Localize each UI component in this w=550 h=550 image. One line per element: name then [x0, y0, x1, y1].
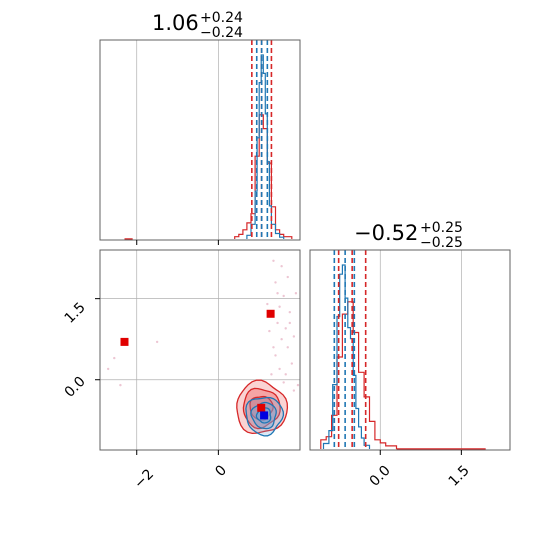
- scatter-point: [286, 346, 289, 349]
- scatter-point: [106, 367, 110, 371]
- panel-1-title-main: 1.06: [152, 11, 199, 35]
- scatter-point: [278, 367, 281, 371]
- panel-2-title-minus: −0.25: [420, 235, 463, 251]
- scatter-point: [280, 265, 283, 268]
- histogram-blue: [246, 54, 285, 239]
- scatter-point: [272, 259, 275, 263]
- marker-red-square: [120, 337, 129, 346]
- scatter-point: [284, 327, 287, 330]
- scatter-point: [155, 340, 159, 344]
- scatter-point: [276, 321, 279, 325]
- scatter-point: [290, 362, 294, 365]
- scatter-point: [282, 294, 285, 298]
- x-tick-label: 0: [212, 462, 230, 480]
- marker-blue-square: [260, 411, 269, 420]
- x-tick-label: 0.0: [367, 463, 394, 490]
- scatter-point: [274, 354, 277, 357]
- histogram-red: [234, 114, 293, 239]
- x-tick-label: 1.5: [446, 463, 473, 490]
- panel-1-title: 1.06: [152, 11, 199, 35]
- axes-frame: [309, 249, 511, 451]
- scatter-point: [294, 292, 298, 295]
- axes-frame: [99, 39, 301, 241]
- histogram-red: [320, 301, 398, 449]
- scatter-point: [278, 305, 281, 308]
- panel-2-title: −0.52: [354, 221, 418, 245]
- scatter-point: [276, 292, 279, 295]
- scatter-point: [274, 281, 277, 284]
- scatter-point: [292, 335, 296, 338]
- scatter-point: [268, 329, 271, 333]
- marker-red-square: [266, 309, 275, 318]
- scatter-point: [113, 356, 116, 360]
- histogram-param-2: [309, 249, 511, 455]
- x-tick-label: −2: [131, 466, 157, 492]
- marker-red-square: [257, 403, 266, 412]
- histogram-blue: [322, 264, 371, 449]
- panel-2-title-main: −0.52: [354, 221, 418, 245]
- histogram-param-1: [99, 39, 301, 245]
- scatter-point: [292, 389, 296, 392]
- scatter-point: [288, 321, 291, 325]
- joint-scatter-contour: [95, 249, 301, 455]
- panel-2-title-plus: +0.25: [420, 220, 463, 236]
- scatter-point: [272, 346, 275, 349]
- panel-1-title-plus: +0.24: [200, 10, 243, 26]
- scatter-point: [286, 275, 289, 279]
- scatter-point: [119, 383, 122, 387]
- scatter-point: [266, 302, 269, 306]
- panel-1-title-minus: −0.24: [200, 25, 243, 41]
- scatter-point: [270, 373, 273, 376]
- scatter-point: [280, 337, 283, 341]
- scatter-point: [288, 310, 291, 314]
- scatter-point: [284, 373, 287, 376]
- y-tick-label: 1.5: [62, 300, 89, 327]
- scatter-point: [282, 381, 285, 384]
- scatter-point: [296, 383, 300, 387]
- axes-frame: [99, 249, 301, 451]
- y-tick-label: 0.0: [62, 374, 89, 401]
